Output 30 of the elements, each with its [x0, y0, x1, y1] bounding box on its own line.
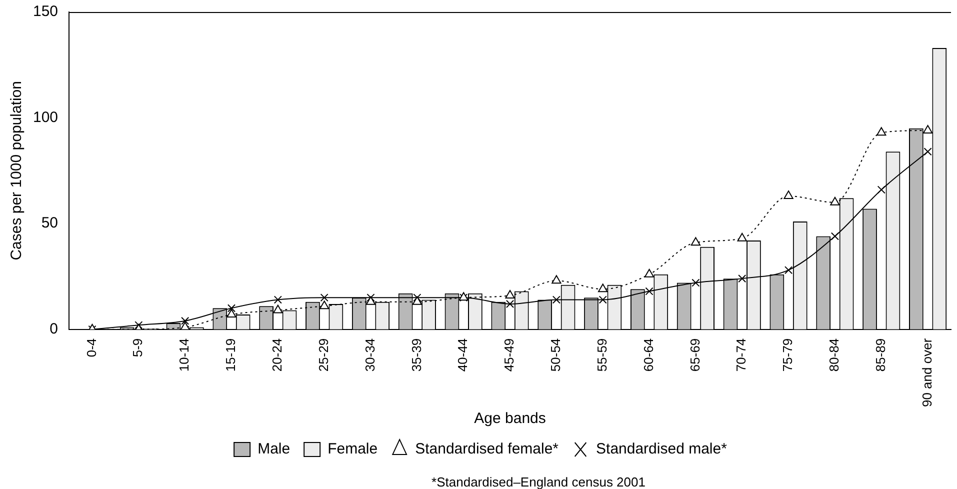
y-tick-label: 50	[41, 214, 58, 232]
x-tick-label: 90 and over	[919, 338, 934, 408]
x-tick-label: 30-34	[362, 338, 378, 372]
x-tick-label: 75-79	[780, 338, 796, 372]
x-axis-title: Age bands	[474, 410, 546, 428]
text: *Standardised–England census 2001	[432, 474, 646, 489]
legend-label: Standardised female*	[415, 440, 559, 458]
y-tick-label: 150	[32, 3, 58, 20]
y-axis-title: Cases per 1000 population	[8, 81, 26, 260]
legend-label: Male	[258, 440, 290, 458]
x-tick-label: 80-84	[826, 338, 842, 372]
y-tick-label: 100	[32, 108, 58, 126]
x-tick-label: 0-4	[84, 338, 99, 358]
x-tick-label: 15-19	[223, 338, 238, 372]
x-tick-label: 50-54	[548, 338, 564, 372]
y-tick-label: 0	[50, 320, 58, 338]
x-tick-label: 35-39	[408, 338, 424, 372]
x-tick-label: 60-64	[640, 338, 656, 372]
x-tick-label: 45-49	[502, 338, 517, 372]
legend-label: Female	[328, 440, 378, 458]
x-tick-label: 5-9	[130, 338, 146, 358]
x-tick-label: 20-24	[269, 338, 284, 372]
x-tick-label: 70-74	[734, 338, 749, 372]
x-tick-label: 25-29	[316, 338, 331, 372]
x-tick-label: 65-69	[687, 338, 702, 372]
x-tick-label: 85-89	[872, 338, 888, 372]
legend-label: Standardised male*	[596, 440, 728, 458]
x-tick-label: 40-44	[455, 338, 470, 372]
x-tick-label: 10-14	[176, 338, 192, 372]
x-tick-label: 55-59	[594, 338, 610, 372]
